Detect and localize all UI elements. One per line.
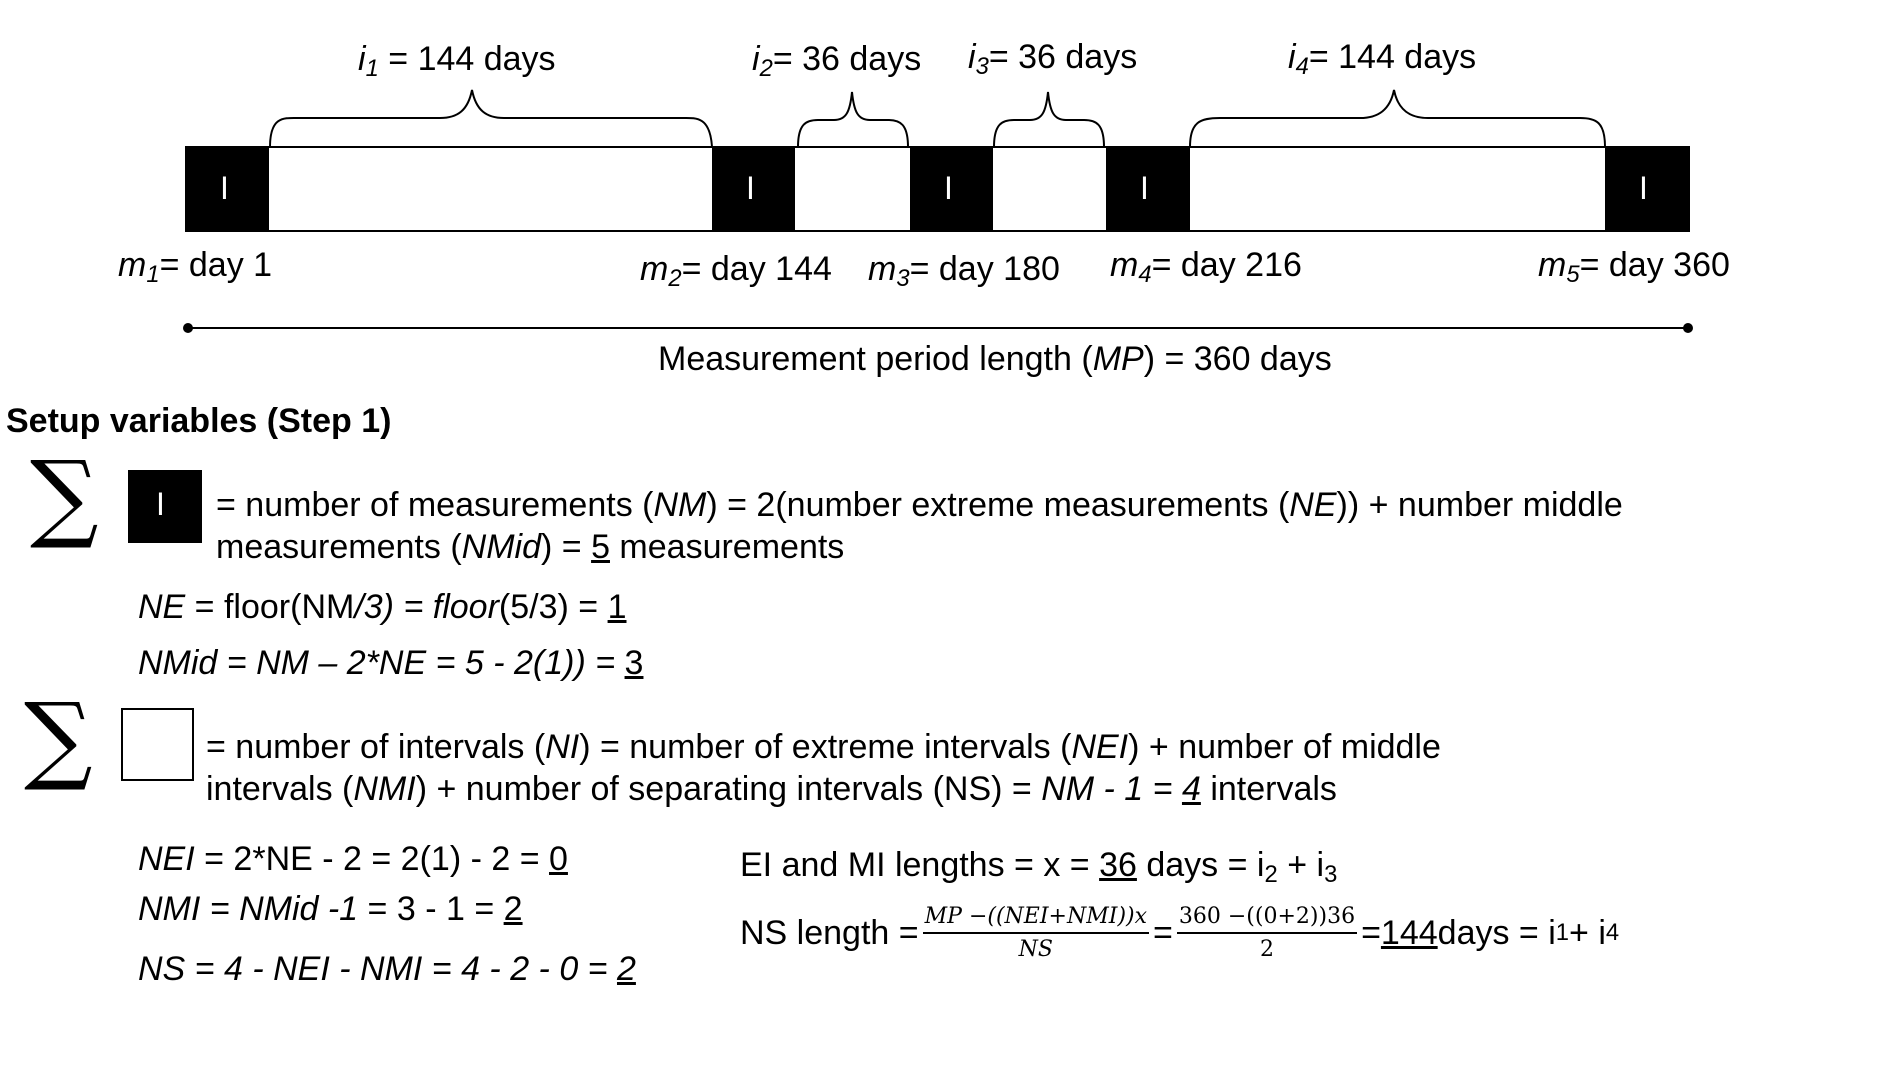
interval-label-1: i1 = 144 days [358,40,556,82]
intervals-definition-line1: = number of intervals (NI) = number of e… [206,728,1441,766]
measurement-period-label: Measurement period length (MP) = 360 day… [658,340,1332,378]
measurement-block-2 [712,147,795,231]
measurement-symbol: I [1639,170,1648,206]
legend-measurement-block [128,470,202,543]
intervals-definition-line2: intervals (NMI) + number of separating i… [206,770,1337,808]
period-endpoint-left [183,323,193,333]
nei-formula: NEI = 2*NE - 2 = 2(1) - 2 = 0 [138,840,568,878]
sigma-symbol-measurements: ∑ [30,440,99,552]
brace-i4 [1189,89,1606,148]
ns-length-fraction-symbolic: MP −((NEI+NMI))x NS [922,904,1150,962]
ns-length-formula: NS length = MP −((NEI+NMI))x NS = 360 −(… [740,904,1620,962]
brace-i2 [797,91,909,148]
measurement-symbol: I [746,170,755,206]
measurement-label-3: m3= day 180 [868,250,1060,292]
nmi-formula: NMI = NMid -1 = 3 - 1 = 2 [138,890,523,928]
measurements-definition-line2: measurements (NMid) = 5 measurements [216,528,845,566]
ns-formula: NS = 4 - NEI - NMI = 4 - 2 - 0 = 2 [138,950,636,988]
ne-formula: NE = floor(NM/3) = floor(5/3) = 1 [138,588,627,626]
ei-mi-length-formula: EI and MI lengths = x = 36 days = i2 + i… [740,846,1338,888]
legend-measurement-symbol: I [156,486,165,522]
measurement-block-3 [910,147,993,231]
brace-i1 [269,89,713,148]
measurements-definition-line1: = number of measurements (NM) = 2(number… [216,486,1623,524]
measurement-block-4 [1106,147,1190,231]
legend-interval-box [121,708,194,781]
measurement-label-4: m4= day 216 [1110,246,1302,288]
nmid-formula: NMid = NM – 2*NE = 5 - 2(1)) = 3 [138,644,644,682]
interval-label-3: i3= 36 days [968,38,1138,80]
setup-heading: Setup variables (Step 1) [6,402,392,440]
interval-label-2: i2= 36 days [752,40,922,82]
measurement-label-2: m2= day 144 [640,250,832,292]
interval-label-4: i4= 144 days [1288,38,1477,80]
measurement-symbol: I [220,170,229,206]
sigma-symbol-intervals: ∑ [24,682,93,794]
measurement-label-1: m1= day 1 [118,246,273,288]
period-endpoint-right [1683,323,1693,333]
measurement-symbol: I [944,170,953,206]
measurement-block-1 [186,147,269,231]
measurement-label-5: m5= day 360 [1538,246,1730,288]
measurement-block-5 [1605,147,1689,231]
ns-length-fraction-numeric: 360 −((0+2))36 2 [1176,904,1358,962]
brace-i3 [993,91,1105,148]
measurement-symbol: I [1140,170,1149,206]
